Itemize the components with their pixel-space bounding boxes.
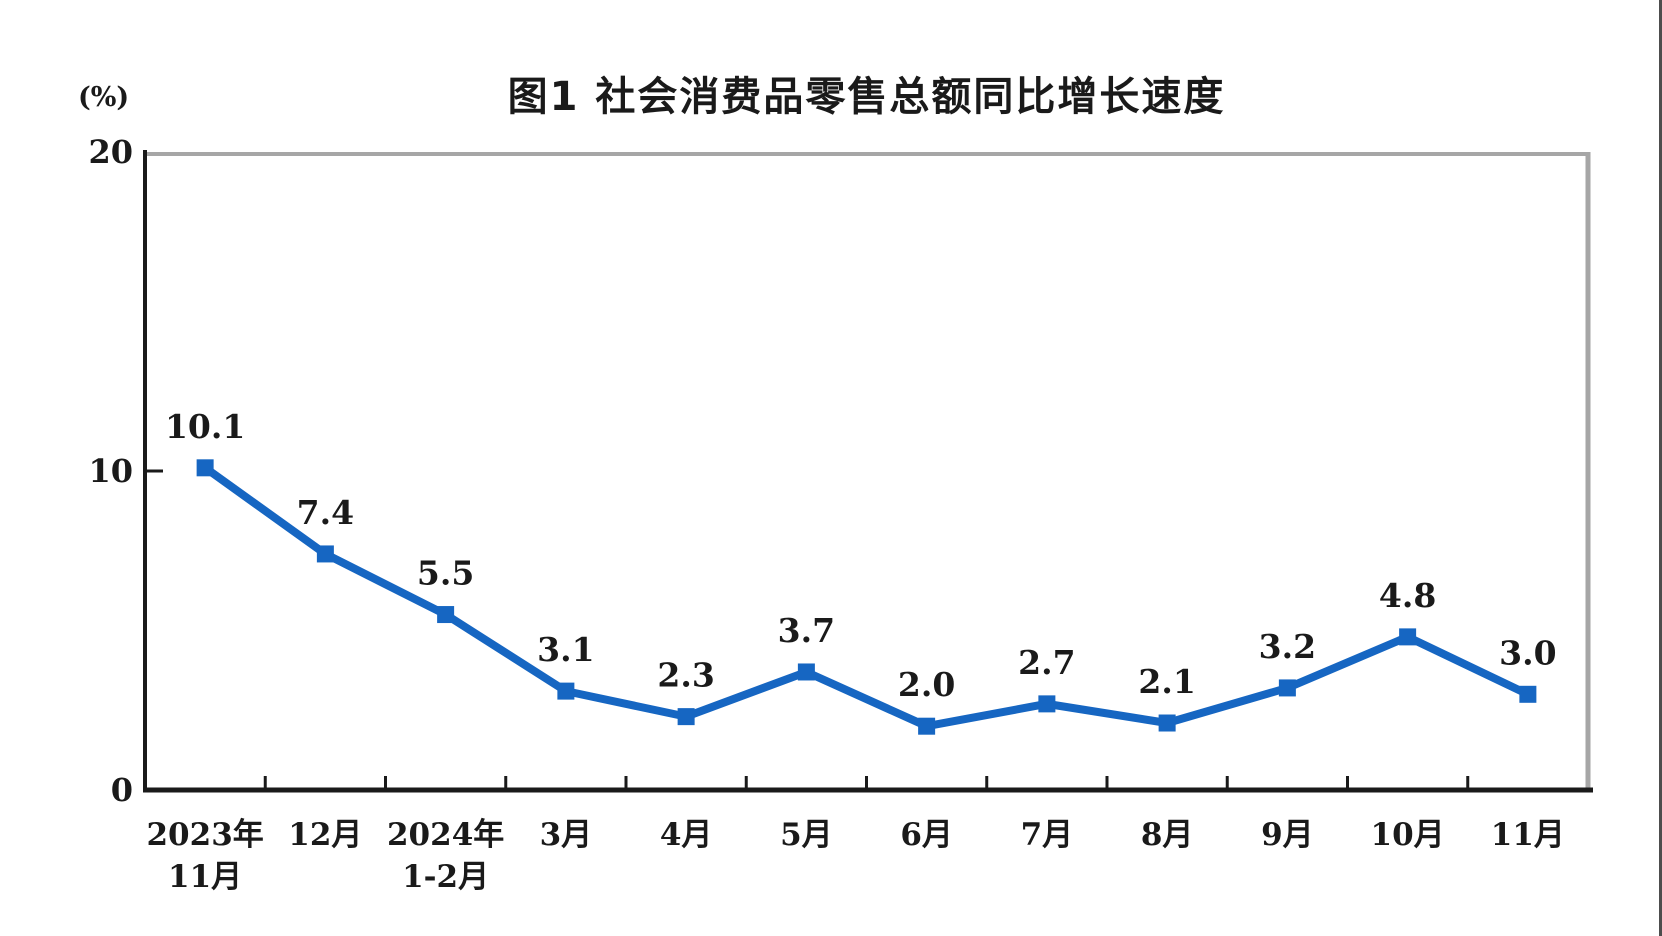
x-axis-tick-label: 11月 (1491, 817, 1565, 853)
data-point-label: 5.5 (417, 554, 474, 593)
data-point-marker (677, 708, 695, 726)
x-axis-tick-label: 6月 (900, 817, 953, 853)
data-point-label: 3.1 (537, 630, 594, 669)
data-point-marker (797, 663, 815, 681)
data-point-label: 3.0 (1499, 633, 1556, 672)
data-point-label: 10.1 (165, 407, 245, 446)
data-point-marker (557, 682, 575, 700)
x-axis-tick-label: 2023年 11月 (146, 817, 263, 895)
x-axis-tick-label: 5月 (780, 817, 833, 853)
data-point-label: 3.2 (1259, 627, 1316, 666)
data-point-marker (1399, 628, 1417, 646)
x-axis-tick-label: 8月 (1141, 817, 1194, 853)
data-point-marker (1519, 685, 1537, 703)
x-axis-tick-label: 4月 (660, 817, 713, 853)
data-point-label: 2.1 (1138, 662, 1195, 701)
data-point-label: 3.7 (778, 611, 835, 650)
x-axis-tick-label: 7月 (1021, 817, 1074, 853)
data-point-marker (1038, 695, 1056, 713)
data-point-marker (1278, 679, 1296, 697)
data-point-label: 2.3 (657, 656, 714, 695)
x-axis-tick-label: 3月 (540, 817, 593, 853)
chart-title: 图1 社会消费品零售总额同比增长速度 (507, 74, 1226, 120)
data-point-marker (437, 606, 455, 624)
data-point-marker (918, 717, 936, 735)
y-axis-tick-label: 20 (88, 133, 133, 171)
data-point-label: 2.0 (898, 665, 955, 704)
page-right-edge-line (1659, 0, 1662, 936)
data-line (201, 463, 1532, 731)
x-axis-tick-label: 10月 (1371, 817, 1445, 853)
y-axis-tick-label: 10 (88, 452, 133, 490)
data-point-marker (1158, 714, 1176, 732)
data-point-label: 7.4 (297, 493, 354, 532)
x-axis-tick-label: 2024年 1-2月 (387, 817, 504, 895)
x-axis-tick-label: 12月 (288, 817, 362, 853)
data-point-label: 4.8 (1379, 576, 1436, 615)
data-point-marker (316, 545, 334, 563)
data-point-label: 2.7 (1018, 643, 1075, 682)
data-point-marker (196, 459, 214, 477)
y-axis-tick-label: 0 (111, 771, 133, 809)
x-axis-tick-label: 9月 (1261, 817, 1314, 853)
y-axis-unit-label: (%) (78, 82, 130, 113)
